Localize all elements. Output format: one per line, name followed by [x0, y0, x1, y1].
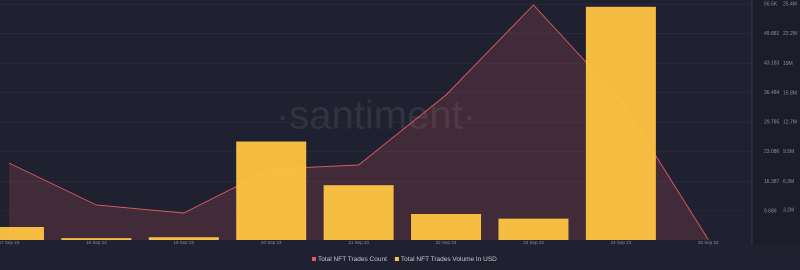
y2-tick-label: 19M	[783, 61, 793, 67]
x-tick-label: 22 Sep 23	[436, 240, 457, 245]
bar	[585, 6, 656, 241]
legend-swatch	[394, 257, 399, 261]
y-tick-label: 36.484	[764, 90, 780, 96]
watermark: ·santiment·	[276, 94, 476, 138]
y2-tick-label: 3.2M	[783, 208, 794, 214]
legend-label: Total NFT Trades Count	[318, 256, 387, 263]
x-tick-label: 20 Sep 23	[261, 240, 282, 245]
y-tick-label: 49.881	[764, 31, 780, 37]
y-tick-label: 16.387	[764, 179, 780, 185]
legend-label: Total NFT Trades Volume In USD	[401, 256, 497, 263]
y2-tick-label: 6.3M	[783, 179, 794, 185]
x-tick-label: 23 Sep 23	[523, 240, 544, 245]
x-tick-label: 18 Sep 23	[86, 240, 107, 245]
y-tick-label: 23.086	[764, 149, 780, 155]
bar	[323, 185, 394, 240]
y2-tick-label: 9.5M	[783, 149, 794, 155]
bar	[148, 237, 219, 240]
bar	[61, 238, 132, 240]
y2-tick-label: 15.8M	[783, 91, 797, 97]
y-tick-label: 9.689	[764, 208, 777, 214]
x-tick-label: 19 Sep 23	[174, 240, 195, 245]
y2-tick-label: 25.4M	[783, 1, 797, 7]
axis-panel	[752, 0, 800, 245]
y-tick-label: 43.183	[764, 60, 780, 66]
x-tick-label: 17 Sep 23	[0, 240, 20, 245]
x-tick-label: 25 Sep 23	[698, 240, 719, 245]
bar	[236, 141, 307, 240]
bar	[0, 226, 44, 240]
y2-tick-label: 12.7M	[783, 119, 797, 125]
y-tick-label: 29.785	[764, 120, 780, 126]
legend-swatch	[312, 257, 316, 261]
x-tick-label: 21 Sep 23	[348, 240, 369, 245]
area	[8, 4, 709, 241]
y-tick-label: 56.5K	[764, 2, 778, 8]
bar	[498, 218, 569, 240]
bar	[411, 213, 482, 240]
y2-tick-label: 22.2M	[783, 31, 797, 37]
x-tick-label: 24 Sep 23	[611, 240, 632, 245]
